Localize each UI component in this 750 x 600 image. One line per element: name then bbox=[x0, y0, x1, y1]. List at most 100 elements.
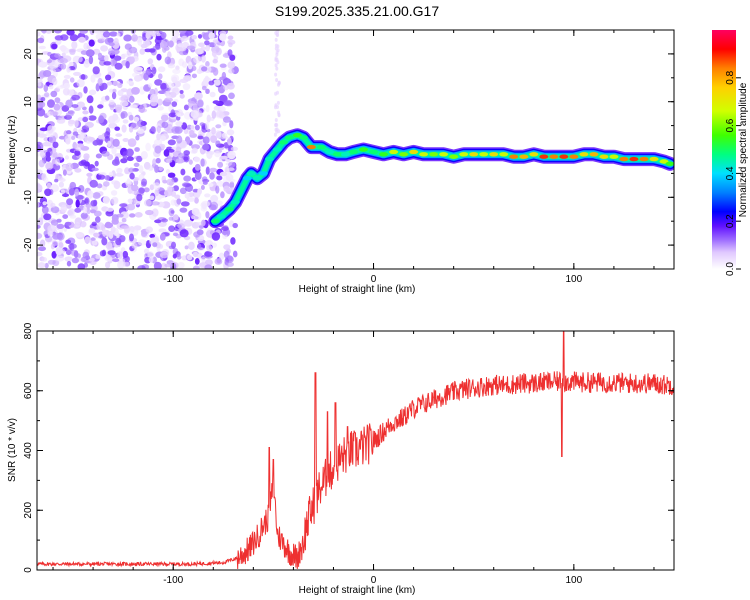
ridge-point bbox=[246, 171, 256, 176]
noise-speckle bbox=[62, 169, 67, 176]
noise-speckle bbox=[200, 185, 205, 190]
noise-speckle bbox=[38, 45, 47, 50]
noise-speckle bbox=[88, 257, 95, 262]
noise-speckle bbox=[78, 56, 83, 63]
noise-speckle bbox=[199, 122, 205, 127]
noise-speckle bbox=[60, 189, 66, 195]
noise-speckle bbox=[77, 143, 85, 148]
noise-speckle bbox=[124, 167, 130, 175]
noise-speckle bbox=[99, 250, 106, 257]
noise-speckle bbox=[161, 218, 169, 223]
noise-speckle bbox=[120, 211, 129, 219]
noise-speckle bbox=[215, 110, 224, 118]
noise-speckle bbox=[82, 206, 88, 214]
noise-speckle bbox=[60, 45, 66, 52]
noise-speckle bbox=[227, 49, 233, 57]
noise-speckle bbox=[131, 34, 138, 42]
x-tick-label: -100 bbox=[163, 575, 183, 586]
noise-speckle bbox=[179, 207, 188, 213]
noise-speckle bbox=[181, 122, 188, 130]
noise-speckle bbox=[54, 35, 64, 41]
y-tick-label: 10 bbox=[23, 96, 34, 108]
noise-speckle bbox=[82, 116, 89, 123]
noise-speckle bbox=[157, 98, 163, 106]
noise-speckle bbox=[183, 175, 192, 182]
ridge-point bbox=[479, 152, 489, 157]
noise-speckle bbox=[128, 114, 134, 121]
noise-speckle bbox=[68, 188, 75, 196]
noise-speckle bbox=[274, 43, 278, 48]
noise-speckle bbox=[160, 32, 167, 39]
noise-speckle bbox=[116, 32, 121, 37]
noise-speckle bbox=[179, 93, 185, 99]
noise-speckle bbox=[114, 55, 122, 61]
noise-speckle bbox=[180, 168, 186, 176]
noise-speckle bbox=[213, 79, 221, 86]
noise-speckle bbox=[211, 242, 218, 248]
noise-speckle bbox=[202, 181, 208, 185]
noise-speckle bbox=[112, 138, 120, 147]
noise-speckle bbox=[88, 115, 97, 121]
noise-speckle bbox=[114, 126, 120, 131]
noise-speckle bbox=[197, 34, 203, 39]
noise-speckle bbox=[111, 147, 117, 155]
noise-speckle bbox=[55, 158, 60, 166]
ridge-point bbox=[389, 149, 399, 155]
noise-speckle bbox=[91, 221, 97, 226]
noise-speckle bbox=[155, 35, 163, 41]
noise-speckle bbox=[126, 80, 134, 85]
noise-speckle bbox=[216, 175, 223, 181]
noise-speckle bbox=[66, 260, 72, 267]
colorbar: 0.0 0.2 0.4 0.6 0.8 Normalized spectral ampl… bbox=[712, 30, 749, 276]
noise-speckle bbox=[140, 151, 148, 160]
noise-speckle bbox=[208, 80, 215, 86]
noise-speckle bbox=[168, 225, 176, 232]
noise-speckle bbox=[160, 251, 169, 259]
noise-speckle bbox=[186, 197, 196, 202]
noise-speckle bbox=[191, 65, 197, 72]
ridge-point bbox=[399, 152, 409, 157]
noise-speckle bbox=[194, 171, 202, 180]
noise-speckle bbox=[226, 129, 235, 136]
noise-speckle bbox=[164, 97, 174, 103]
noise-speckle bbox=[62, 87, 70, 96]
noise-speckle bbox=[188, 241, 195, 250]
noise-speckle bbox=[115, 172, 124, 177]
noise-speckle bbox=[230, 237, 236, 245]
noise-speckle bbox=[100, 45, 109, 52]
noise-speckle bbox=[107, 250, 116, 256]
noise-speckle bbox=[130, 122, 140, 130]
noise-speckle bbox=[73, 250, 79, 258]
ridge-point bbox=[210, 219, 220, 224]
noise-speckle bbox=[161, 121, 169, 129]
noise-speckle bbox=[138, 104, 146, 113]
noise-speckle bbox=[105, 241, 113, 250]
noise-speckle bbox=[175, 158, 185, 164]
noise-speckle bbox=[120, 225, 130, 230]
snr-y-ticks: 0 200 400 600 800 bbox=[23, 322, 674, 573]
noise-speckle bbox=[105, 74, 112, 81]
noise-speckle bbox=[219, 63, 227, 68]
noise-speckle bbox=[123, 34, 132, 42]
noise-speckle bbox=[37, 81, 42, 87]
noise-speckle bbox=[50, 219, 59, 226]
noise-speckle bbox=[65, 239, 72, 244]
noise-speckle bbox=[168, 40, 174, 48]
noise-speckle bbox=[92, 192, 101, 199]
noise-speckle bbox=[80, 50, 89, 55]
noise-speckle bbox=[94, 254, 102, 259]
noise-speckle bbox=[66, 30, 75, 36]
noise-speckle bbox=[228, 178, 236, 183]
noise-speckle bbox=[74, 188, 80, 197]
noise-speckle bbox=[274, 91, 278, 96]
noise-speckle bbox=[44, 188, 52, 197]
noise-speckle bbox=[211, 50, 217, 57]
noise-speckle bbox=[170, 199, 176, 206]
noise-speckle bbox=[274, 123, 278, 128]
noise-speckle bbox=[51, 77, 58, 86]
ridge-point bbox=[579, 152, 589, 157]
ridge-point bbox=[665, 161, 674, 166]
ridge-point bbox=[519, 154, 529, 159]
noise-speckle bbox=[120, 100, 129, 107]
noise-speckle bbox=[196, 252, 203, 259]
